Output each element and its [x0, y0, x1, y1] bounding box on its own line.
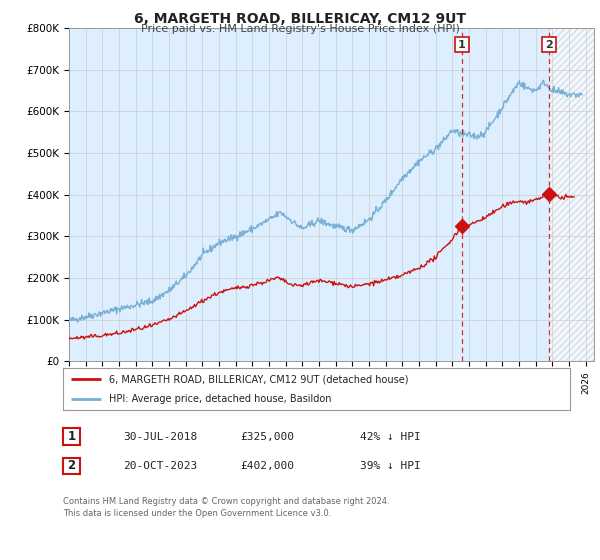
Text: Contains HM Land Registry data © Crown copyright and database right 2024.: Contains HM Land Registry data © Crown c… — [63, 497, 389, 506]
Text: £325,000: £325,000 — [240, 432, 294, 442]
Text: 2: 2 — [545, 40, 553, 50]
Text: 42% ↓ HPI: 42% ↓ HPI — [360, 432, 421, 442]
Bar — [462, 28, 549, 361]
Text: 2: 2 — [67, 459, 76, 473]
Text: 1: 1 — [458, 40, 466, 50]
Text: HPI: Average price, detached house, Basildon: HPI: Average price, detached house, Basi… — [109, 394, 331, 404]
Text: 20-OCT-2023: 20-OCT-2023 — [123, 461, 197, 471]
Text: 39% ↓ HPI: 39% ↓ HPI — [360, 461, 421, 471]
Text: Price paid vs. HM Land Registry's House Price Index (HPI): Price paid vs. HM Land Registry's House … — [140, 24, 460, 34]
Text: 1: 1 — [67, 430, 76, 444]
Text: £402,000: £402,000 — [240, 461, 294, 471]
Bar — [549, 28, 594, 361]
Text: 6, MARGETH ROAD, BILLERICAY, CM12 9UT: 6, MARGETH ROAD, BILLERICAY, CM12 9UT — [134, 12, 466, 26]
Text: 6, MARGETH ROAD, BILLERICAY, CM12 9UT (detached house): 6, MARGETH ROAD, BILLERICAY, CM12 9UT (d… — [109, 374, 408, 384]
Text: 30-JUL-2018: 30-JUL-2018 — [123, 432, 197, 442]
Text: This data is licensed under the Open Government Licence v3.0.: This data is licensed under the Open Gov… — [63, 509, 331, 518]
